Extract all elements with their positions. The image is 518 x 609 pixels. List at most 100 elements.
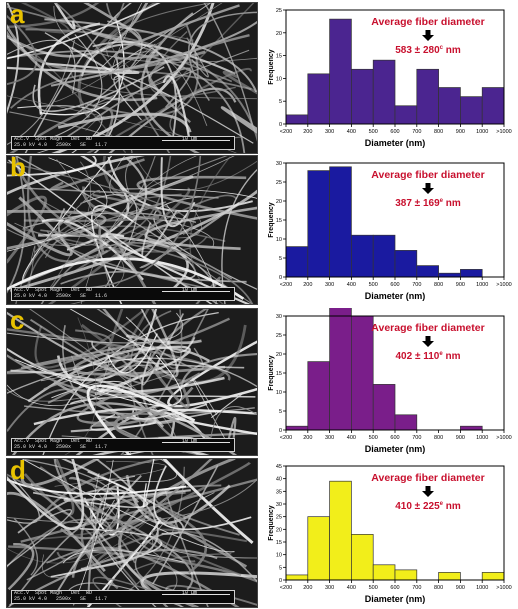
histogram-bar — [285, 425, 309, 431]
y-tick-label: 25 — [276, 180, 282, 186]
x-tick-label: 600 — [390, 129, 399, 135]
y-tick-label: 0 — [279, 122, 282, 128]
y-axis-label: Frequency — [268, 202, 275, 238]
x-tick-label: <200 — [280, 282, 292, 288]
x-tick-label: 400 — [347, 435, 356, 441]
y-tick-label: 15 — [276, 54, 282, 60]
scale-bar-label: 10 µm — [182, 287, 198, 293]
x-tick-label: 800 — [434, 282, 443, 288]
diameter-histogram: 0 5 10 15 20 25 30 <200 200 300 400 500 600 700 800 900… — [268, 155, 518, 303]
fiber-network-image — [7, 156, 257, 304]
y-tick-label: 35 — [276, 489, 282, 495]
histogram-bar — [438, 87, 461, 125]
x-tick-label: 500 — [369, 282, 378, 288]
x-tick-label: 600 — [390, 435, 399, 441]
x-tick-label: 900 — [456, 282, 465, 288]
sem-acquisition-info: Acc.V Spot Magn Det WD 25.0 kV 4.0 2500x… — [14, 438, 108, 450]
diameter-histogram: 0 5 10 15 20 25 <200 200 300 400 500 600 700 800 900 10… — [268, 2, 518, 150]
histogram-bar — [285, 114, 309, 125]
y-tick-label: 20 — [276, 352, 282, 358]
scale-bar-label: 10 µm — [182, 590, 198, 596]
histogram-svg: 0 5 10 15 20 25 30 35 40 45 <200 200 300 400 500 600 700… — [268, 464, 512, 604]
x-tick-label: 1000 — [476, 585, 488, 591]
histogram-bar — [329, 18, 352, 125]
y-tick-label: 40 — [276, 477, 282, 483]
y-tick-label: 25 — [276, 515, 282, 521]
sem-micrograph: b Acc.V Spot Magn Det WD 25.0 kV 4.0 2500… — [6, 155, 258, 305]
scale-bar-label: 10 µm — [182, 438, 198, 444]
sem-info-bar: Acc.V Spot Magn Det WD 25.0 kV 4.0 2500x… — [11, 287, 235, 301]
x-tick-label: 1000 — [476, 129, 488, 135]
sem-micrograph: a Acc.V Spot Magn Det WD 25.0 kV 4.0 2500… — [6, 2, 258, 154]
y-axis-label: Frequency — [268, 49, 275, 85]
x-tick-label: 800 — [434, 435, 443, 441]
x-tick-label: 400 — [347, 282, 356, 288]
y-tick-label: 20 — [276, 199, 282, 205]
annotation-title: Average fiber diameter — [371, 169, 484, 181]
y-tick-label: 15 — [276, 540, 282, 546]
histogram-bar — [285, 246, 309, 278]
sem-info-bar: Acc.V Spot Magn Det WD 25.0 kV 4.0 2500x… — [11, 590, 235, 604]
histogram-bar — [307, 170, 330, 278]
y-tick-label: 20 — [276, 527, 282, 533]
scale-bar — [162, 594, 230, 595]
arrow-down-icon — [422, 30, 434, 41]
x-tick-label: 800 — [434, 585, 443, 591]
x-tick-label: 800 — [434, 129, 443, 135]
y-tick-label: 25 — [276, 333, 282, 339]
annotation-value: 402 ± 110e nm — [396, 351, 461, 362]
y-tick-label: 5 — [279, 256, 282, 262]
fiber-network-image — [7, 309, 257, 455]
y-tick-label: 10 — [276, 76, 282, 82]
arrow-down-icon — [422, 336, 434, 347]
histogram-svg: 0 5 10 15 20 25 <200 200 300 400 500 600 700 800 900 10… — [268, 8, 512, 148]
histogram-bar — [481, 572, 505, 581]
x-tick-label: <200 — [280, 129, 292, 135]
x-tick-label: >1000 — [496, 129, 511, 135]
histogram-bar — [460, 425, 483, 431]
x-tick-label: 700 — [412, 585, 421, 591]
y-tick-label: 0 — [279, 428, 282, 434]
scale-bar — [162, 291, 230, 292]
sem-micrograph: d Acc.V Spot Magn Det WD 25.0 kV 4.0 2500… — [6, 458, 258, 608]
y-tick-label: 15 — [276, 218, 282, 224]
x-tick-label: 300 — [325, 129, 334, 135]
x-tick-label: 500 — [369, 585, 378, 591]
x-tick-label: 700 — [412, 435, 421, 441]
x-tick-label: 500 — [369, 435, 378, 441]
histogram-bar — [416, 265, 439, 278]
histogram-bar — [351, 234, 374, 278]
x-tick-label: 200 — [303, 435, 312, 441]
sem-acquisition-info: Acc.V Spot Magn Det WD 25.0 kV 4.0 2500x… — [14, 590, 108, 602]
histogram-bar — [351, 534, 374, 581]
arrow-down-icon — [422, 486, 434, 497]
y-tick-label: 0 — [279, 578, 282, 584]
x-axis-label: Diameter (nm) — [365, 594, 426, 604]
y-axis-label: Frequency — [268, 355, 275, 391]
x-tick-label: 500 — [369, 129, 378, 135]
y-tick-label: 15 — [276, 371, 282, 377]
y-tick-label: 10 — [276, 553, 282, 559]
panel-letter: d — [10, 458, 26, 485]
scale-bar — [162, 442, 230, 443]
histogram-bar — [285, 574, 309, 581]
annotation-title: Average fiber diameter — [371, 16, 484, 28]
sem-micrograph: c Acc.V Spot Magn Det WD 25.0 kV 4.0 2500… — [6, 308, 258, 456]
x-tick-label: <200 — [280, 585, 292, 591]
y-axis-label: Frequency — [268, 505, 275, 541]
histogram-svg: 0 5 10 15 20 25 30 <200 200 300 400 500 600 700 800 900… — [268, 308, 512, 454]
sem-info-bar: Acc.V Spot Magn Det WD 25.0 kV 4.0 2500x… — [11, 438, 235, 452]
diameter-histogram: 0 5 10 15 20 25 30 35 40 45 <200 200 300 400 500 600 700… — [268, 458, 518, 606]
histogram-bar — [394, 250, 418, 278]
y-tick-label: 10 — [276, 390, 282, 396]
histogram-bar — [481, 87, 505, 125]
fiber-network-image — [7, 459, 257, 607]
annotation-value: 583 ± 280c nm — [395, 45, 461, 56]
fiber-network-image — [7, 3, 257, 153]
histogram-bar — [372, 564, 396, 581]
x-tick-label: 400 — [347, 585, 356, 591]
histogram-bar — [307, 516, 330, 581]
annotation-title: Average fiber diameter — [371, 472, 484, 484]
x-tick-label: 1000 — [476, 435, 488, 441]
x-tick-label: 200 — [303, 585, 312, 591]
